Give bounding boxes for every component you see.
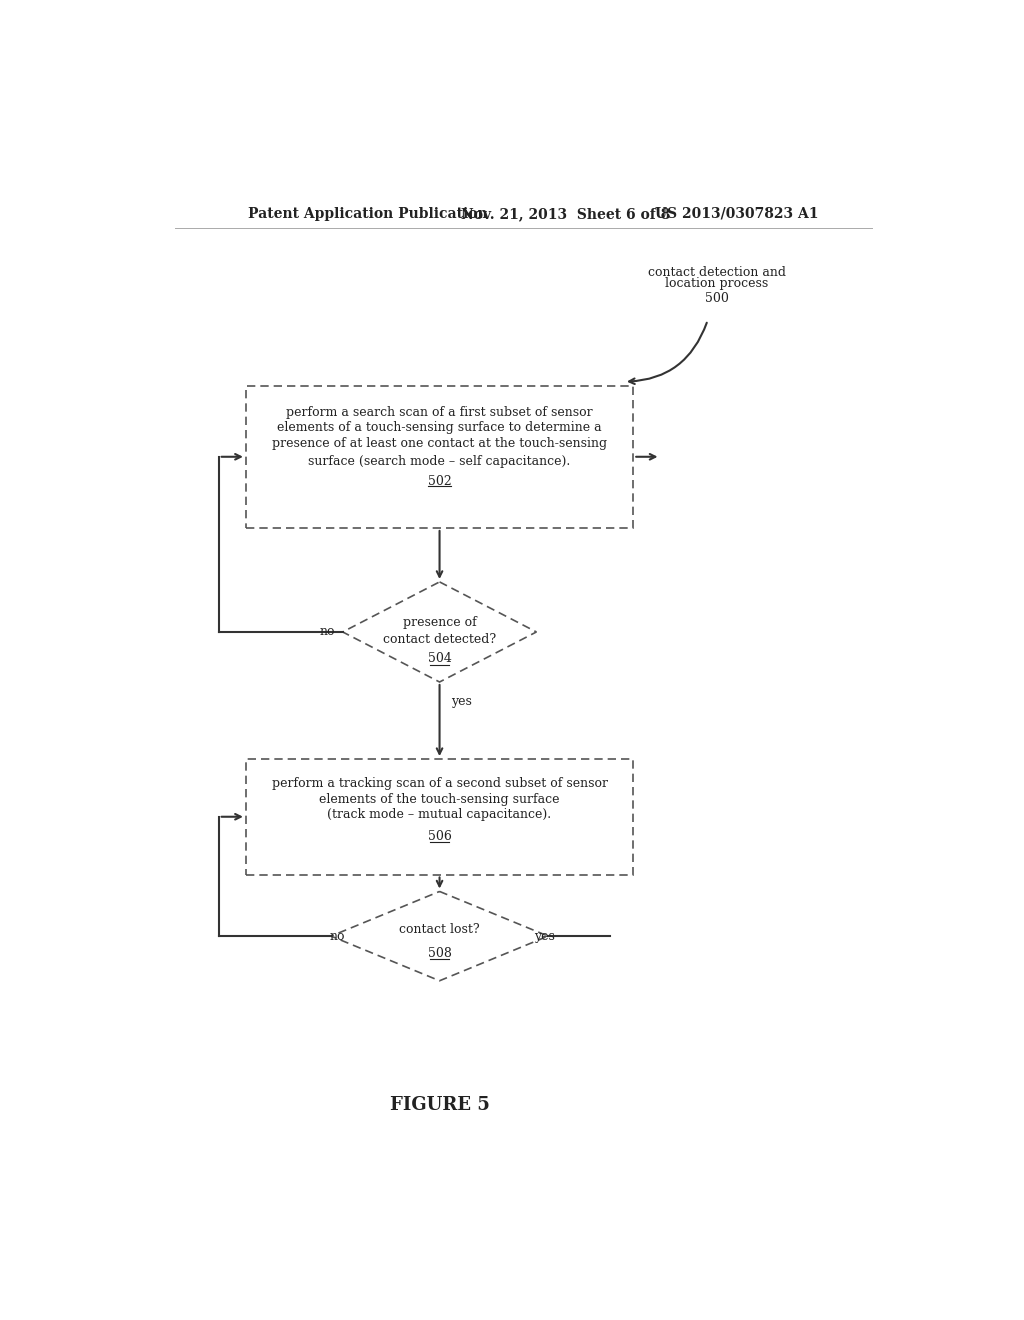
Text: yes: yes <box>452 694 472 708</box>
Text: contact detection and: contact detection and <box>648 265 786 279</box>
Text: Nov. 21, 2013  Sheet 6 of 8: Nov. 21, 2013 Sheet 6 of 8 <box>461 207 671 220</box>
Text: surface (search mode – self capacitance).: surface (search mode – self capacitance)… <box>308 454 570 467</box>
Text: elements of the touch-sensing surface: elements of the touch-sensing surface <box>319 792 560 805</box>
Text: Patent Application Publication: Patent Application Publication <box>248 207 487 220</box>
Text: no: no <box>319 626 335 639</box>
Text: location process: location process <box>666 277 769 290</box>
Text: contact detected?: contact detected? <box>383 634 496 647</box>
Text: 508: 508 <box>428 946 452 960</box>
Text: perform a search scan of a first subset of sensor: perform a search scan of a first subset … <box>287 407 593 418</box>
Text: 500: 500 <box>706 292 729 305</box>
Text: 502: 502 <box>428 475 452 488</box>
Text: presence of: presence of <box>402 616 476 630</box>
Bar <box>246 385 633 528</box>
Text: presence of at least one contact at the touch-sensing: presence of at least one contact at the … <box>272 437 607 450</box>
Text: perform a tracking scan of a second subset of sensor: perform a tracking scan of a second subs… <box>271 777 607 791</box>
Text: yes: yes <box>535 929 555 942</box>
Text: 506: 506 <box>428 829 452 842</box>
Text: US 2013/0307823 A1: US 2013/0307823 A1 <box>655 207 818 220</box>
Text: contact lost?: contact lost? <box>399 924 480 936</box>
Text: elements of a touch-sensing surface to determine a: elements of a touch-sensing surface to d… <box>278 421 602 434</box>
Text: FIGURE 5: FIGURE 5 <box>389 1097 489 1114</box>
Bar <box>246 759 633 875</box>
Text: (track mode – mutual capacitance).: (track mode – mutual capacitance). <box>328 808 552 821</box>
Text: 504: 504 <box>428 652 452 665</box>
Text: no: no <box>330 929 345 942</box>
